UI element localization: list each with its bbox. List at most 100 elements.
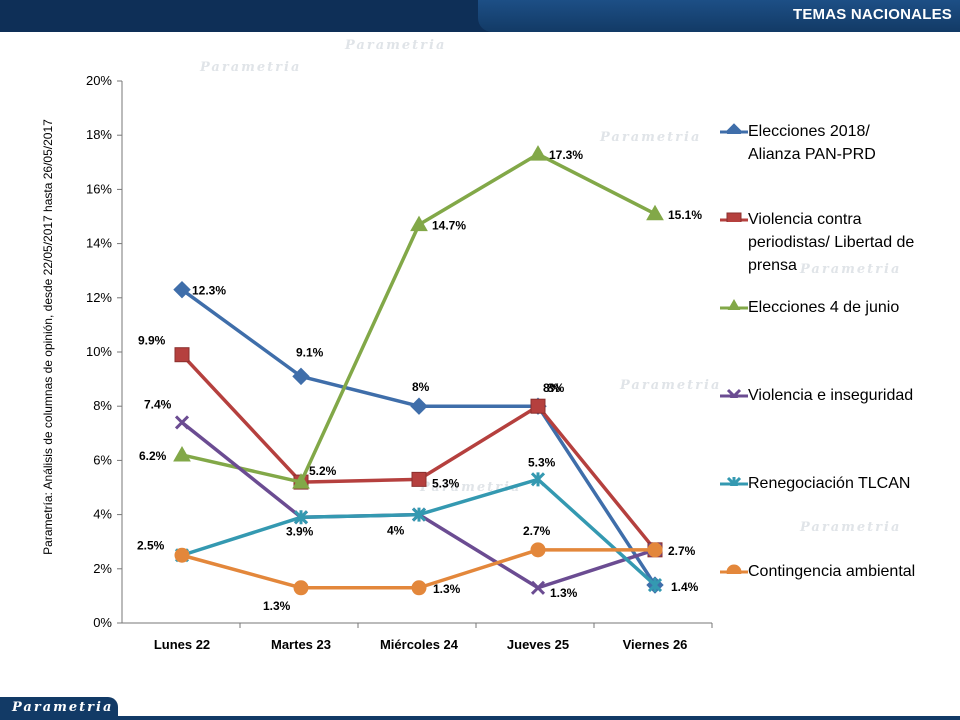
x-tick-label: Jueves 25: [507, 637, 569, 652]
y-tick-label: 12%: [86, 290, 112, 305]
legend-swatch: [720, 123, 748, 134]
data-point: [410, 397, 428, 415]
legend-label-line: Renegociación TLCAN: [748, 475, 911, 492]
page-title: TEMAS NACIONALES: [792, 6, 952, 23]
chart-data-labels: 12.3%9.1%8% 8%9.9%5.2%5.3%8%2.7%6.2%14.7%…: [137, 148, 702, 613]
legend-swatch: [720, 212, 748, 222]
legend-label-line: Elecciones 2018/: [748, 123, 870, 140]
y-tick-label: 16%: [86, 181, 112, 196]
data-point: [647, 542, 663, 558]
legend-label: Violencia e inseguridad: [748, 384, 953, 407]
legend-label-line: periodistas/ Libertad de: [748, 234, 915, 251]
legend-label: Elecciones 4 de junio: [748, 296, 953, 319]
data-label: 1.3%: [263, 599, 291, 613]
data-point: [410, 215, 428, 232]
watermark-logo: Parametria: [620, 378, 722, 393]
x-tick-label: Viernes 26: [623, 637, 688, 652]
data-label: 1.3%: [433, 582, 461, 596]
header-tab: TEMAS NACIONALES: [478, 0, 960, 32]
data-label: 2.7%: [523, 524, 551, 538]
data-point: [292, 473, 310, 489]
data-point: [173, 280, 191, 299]
data-label: 12.3%: [192, 284, 226, 298]
x-tick-label: Miércoles 24: [380, 637, 459, 652]
legend-label: Violencia contra periodistas/ Libertad de…: [748, 208, 953, 277]
data-label: 9.1%: [296, 345, 324, 359]
series-line: [180, 288, 657, 587]
y-tick-label: 2%: [93, 561, 112, 576]
data-point: [530, 542, 546, 558]
data-point: [293, 580, 309, 596]
y-tick-label: 6%: [93, 452, 112, 467]
data-label: 7.4%: [144, 397, 172, 411]
data-label: 8%: [412, 380, 430, 394]
watermark-logo: Parametria: [200, 60, 302, 75]
data-point: [411, 507, 427, 522]
data-point: [174, 347, 190, 363]
data-label: 5.3%: [432, 476, 460, 490]
legend-label: Elecciones 2018/Alianza PAN-PRD: [748, 120, 953, 166]
x-tick-label: Lunes 22: [154, 637, 210, 652]
legend-label-line: Alianza PAN-PRD: [748, 146, 876, 163]
data-label: 14.7%: [432, 219, 466, 233]
legend-swatch: [720, 388, 748, 398]
data-point: [530, 398, 546, 414]
chart-axes: 0% 2% 4% 6% 8% 10% 12% 14% 16% 18% 20% Lunes 22 Mart…: [86, 73, 713, 652]
data-label: 8%: [547, 381, 565, 395]
x-tick-label: Martes 23: [271, 637, 331, 652]
data-label: 9.9%: [138, 334, 166, 348]
data-label: 5.2%: [309, 464, 337, 478]
y-tick-label: 14%: [86, 236, 112, 251]
legend-label-line: Contingencia ambiental: [748, 563, 916, 580]
chart-series: [173, 145, 664, 596]
data-label: 2.5%: [137, 538, 165, 552]
y-tick-label: 0%: [93, 615, 112, 630]
data-point: [647, 577, 663, 593]
data-label: 4%: [387, 524, 405, 538]
y-tick-label: 4%: [93, 507, 112, 522]
legend-label: Renegociación TLCAN: [748, 472, 953, 495]
legend-swatch: [720, 476, 748, 486]
y-tick-label: 20%: [86, 73, 112, 88]
data-label: 2.7%: [668, 544, 696, 558]
data-point: [174, 415, 190, 430]
y-tick-label: 18%: [86, 127, 112, 142]
legend-label-line: Elecciones 4 de junio: [748, 299, 900, 316]
watermark-logo: Parametria: [800, 262, 902, 277]
data-label: 1.3%: [550, 586, 578, 600]
logo-text: Parametria: [12, 700, 114, 715]
data-point: [529, 145, 547, 161]
series-line: [181, 477, 657, 587]
data-point: [292, 367, 310, 386]
data-point: [411, 471, 427, 487]
data-label: 8%: [543, 381, 561, 395]
data-label: 15.1%: [668, 208, 702, 222]
watermark-logo: Parametria: [800, 520, 902, 535]
data-point: [411, 580, 427, 596]
data-label: 5.3%: [528, 455, 556, 469]
y-tick-label: 10%: [86, 344, 112, 359]
legend-label: Contingencia ambiental: [748, 560, 953, 583]
y-tick-label: 8%: [93, 398, 112, 413]
data-label: 3.9%: [286, 524, 314, 538]
series-line: [180, 421, 656, 590]
legend-label-line: prensa: [748, 257, 797, 274]
legend-swatch: [720, 564, 748, 574]
data-label: 17.3%: [549, 148, 583, 162]
data-label: 6.2%: [139, 449, 167, 463]
data-point: [173, 445, 191, 462]
data-point: [530, 472, 546, 487]
legend-swatch: [720, 298, 748, 310]
legend-label-line: Violencia e inseguridad: [748, 387, 914, 404]
watermark-logo: Parametria: [345, 38, 447, 53]
legend-label-line: Violencia contra: [748, 211, 862, 228]
data-point: [646, 204, 664, 221]
footer-logo: Parametria: [0, 697, 118, 720]
watermark-logo: Parametria: [600, 130, 702, 145]
data-point: [530, 580, 546, 595]
data-point: [174, 547, 190, 563]
footer-line: [118, 716, 960, 720]
data-label: 1.4%: [671, 580, 699, 594]
data-point: [293, 510, 309, 525]
